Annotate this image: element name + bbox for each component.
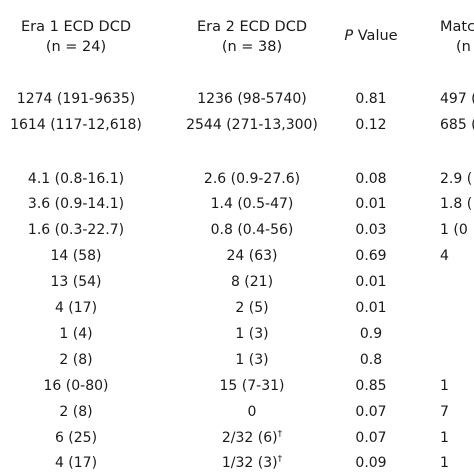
era2-cell: 2.6 (0.9-27.6): [203, 171, 301, 187]
p-value-cell: 0.07: [355, 430, 387, 446]
matched-cell-partial: 7: [440, 404, 449, 420]
p-value-word: Value: [353, 28, 398, 44]
era2-cell: 0.8 (0.4-56): [210, 222, 294, 238]
p-value-cell: 0.01: [355, 196, 387, 212]
p-value-cell: 0.85: [355, 378, 387, 394]
matched-cell-partial: 1: [440, 455, 449, 471]
era2-cell: 1.4 (0.5-47): [210, 196, 294, 212]
p-value-cell: 0.69: [355, 248, 387, 264]
era2-cell: 1 (3): [235, 326, 269, 342]
era2-cell: 1236 (98-5740): [197, 91, 307, 107]
header-matched-n-partial: (n: [456, 39, 471, 55]
p-value-cell: 0.8: [359, 352, 383, 368]
p-value-cell: 0.07: [355, 404, 387, 420]
era2-cell: 2 (5): [235, 300, 269, 316]
matched-cell-partial: 1.8 (: [440, 196, 473, 212]
era2-cell: 2544 (271-13,300): [186, 117, 318, 133]
era1-cell: 1614 (117-12,618): [10, 117, 142, 133]
era2-cell: 0: [247, 404, 257, 420]
era1-cell: 6 (25): [54, 430, 98, 446]
era1-cell: 1274 (191-9635): [16, 91, 136, 107]
matched-cell-partial: 685 (: [440, 117, 474, 133]
era1-cell: 2 (8): [59, 404, 93, 420]
p-value-cell: 0.9: [359, 326, 383, 342]
matched-cell-partial: 1: [440, 378, 449, 394]
matched-cell-partial: 4: [440, 248, 449, 264]
era1-cell: 1 (4): [59, 326, 93, 342]
era2-value: 2/32 (6): [221, 430, 278, 446]
matched-cell-partial: 1 (0: [440, 222, 468, 238]
era2-cell: 24 (63): [226, 248, 278, 264]
era1-cell: 4.1 (0.8-16.1): [27, 171, 125, 187]
dagger-footnote-mark: †: [277, 454, 283, 465]
p-value-cell: 0.03: [355, 222, 387, 238]
era2-cell: 2/32 (6)†: [221, 429, 283, 446]
era2-cell: 8 (21): [230, 274, 274, 290]
p-value-cell: 0.81: [355, 91, 387, 107]
matched-cell-partial: 2.9 (: [440, 171, 473, 187]
header-era1-n: (n = 24): [45, 39, 107, 55]
era2-cell: 1 (3): [235, 352, 269, 368]
header-era2-title: Era 2 ECD DCD: [197, 19, 307, 35]
era1-cell: 4 (17): [54, 300, 98, 316]
era1-cell: 1.6 (0.3-22.7): [27, 222, 125, 238]
dagger-footnote-mark: †: [277, 429, 283, 440]
p-value-cell: 0.08: [355, 171, 387, 187]
era1-cell: 16 (0-80): [43, 378, 109, 394]
header-era2-n: (n = 38): [221, 39, 283, 55]
p-value-cell: 0.09: [355, 455, 387, 471]
era1-cell: 13 (54): [50, 274, 102, 290]
header-matched-partial: Matc: [440, 19, 474, 35]
era2-cell: 15 (7-31): [219, 378, 285, 394]
era1-cell: 2 (8): [59, 352, 93, 368]
matched-cell-partial: 1: [440, 430, 449, 446]
matched-cell-partial: 497 (: [440, 91, 474, 107]
p-value-cell: 0.01: [355, 300, 387, 316]
era2-cell: 1/32 (3)†: [221, 454, 283, 471]
era1-cell: 4 (17): [54, 455, 98, 471]
era1-cell: 14 (58): [50, 248, 102, 264]
header-era1-title: Era 1 ECD DCD: [21, 19, 131, 35]
p-value-cell: 0.01: [355, 274, 387, 290]
era1-cell: 3.6 (0.9-14.1): [27, 196, 125, 212]
era2-value: 1/32 (3): [221, 455, 278, 471]
p-value-cell: 0.12: [355, 117, 387, 133]
header-p-value: P Value: [344, 29, 397, 44]
p-italic: P: [344, 28, 354, 44]
